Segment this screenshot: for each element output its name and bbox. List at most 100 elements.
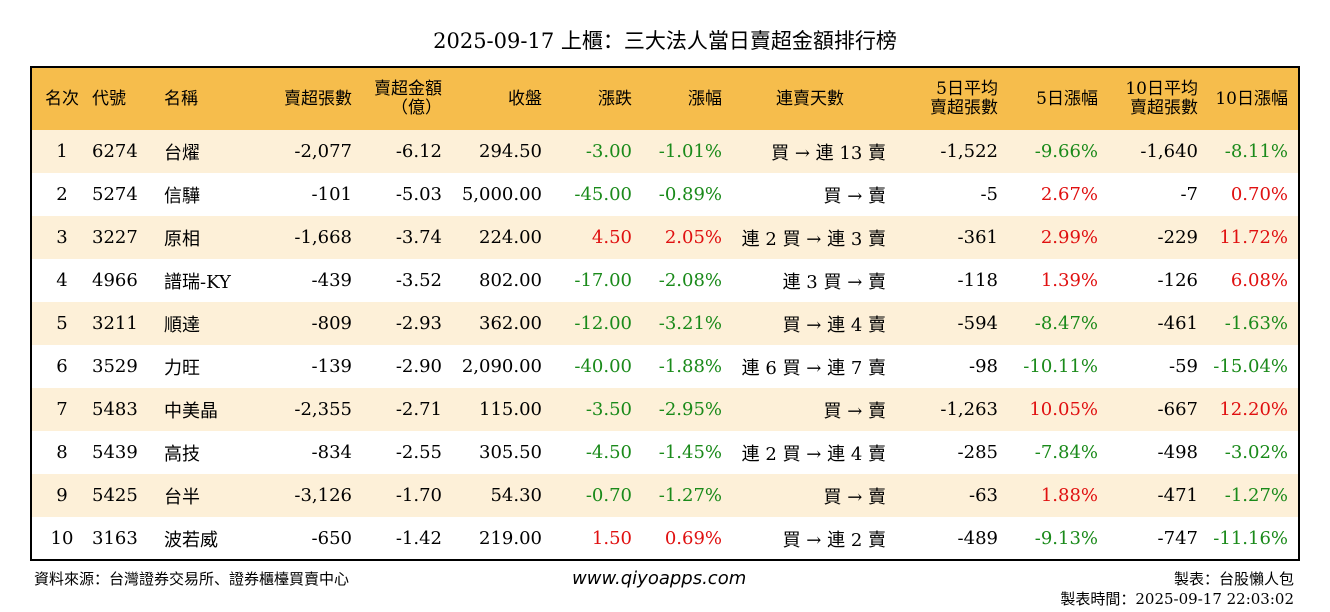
cell-change: 1.50 [542, 517, 632, 559]
cell-pct10: 0.70% [1198, 173, 1298, 216]
cell-streak: 買 → 連 13 賣 [722, 130, 898, 173]
cell-name: 譜瑞-KY [156, 259, 256, 302]
cell-net-sell-lots: -1,668 [256, 216, 352, 259]
cell-code: 5483 [92, 388, 156, 431]
cell-name: 力旺 [156, 345, 256, 388]
cell-avg10: -667 [1098, 388, 1198, 431]
header-rank: 名次 [32, 68, 92, 130]
cell-streak: 買 → 連 4 賣 [722, 302, 898, 345]
table-row: 9 5425 台半 -3,126 -1.70 54.30 -0.70 -1.27% 買 → 賣-… [32, 474, 1298, 517]
cell-pct10: -11.16% [1198, 517, 1298, 559]
cell-avg10: -498 [1098, 431, 1198, 474]
cell-net-sell-lots: -809 [256, 302, 352, 345]
page-title: 2025-09-17 上櫃：三大法人當日賣超金額排行榜 [433, 29, 897, 53]
cell-name: 順達 [156, 302, 256, 345]
cell-streak: 買 → 賣 [722, 388, 898, 431]
cell-name: 信驊 [156, 173, 256, 216]
cell-rank: 5 [32, 302, 92, 345]
cell-net-sell-amount: -2.71 [352, 388, 452, 431]
cell-pct10: 6.08% [1198, 259, 1298, 302]
header-change: 漲跌 [542, 68, 632, 130]
cell-code: 3227 [92, 216, 156, 259]
cell-avg10: -126 [1098, 259, 1198, 302]
cell-code: 5425 [92, 474, 156, 517]
cell-change: -40.00 [542, 345, 632, 388]
cell-rank: 7 [32, 388, 92, 431]
header-net-sell-amount: 賣超金額 （億） [352, 68, 452, 130]
cell-net-sell-lots: -139 [256, 345, 352, 388]
cell-rank: 1 [32, 130, 92, 173]
cell-net-sell-amount: -2.93 [352, 302, 452, 345]
header-streak: 連賣天數 [722, 68, 898, 130]
table-body: 1 6274 台燿 -2,077 -6.12 294.50 -3.00 -1.01% 買 → 連… [32, 130, 1298, 559]
cell-rank: 3 [32, 216, 92, 259]
cell-name: 波若威 [156, 517, 256, 559]
table-row: 6 3529 力旺 -139 -2.90 2,090.00 -40.00 -1.88% 連 6 … [32, 345, 1298, 388]
cell-net-sell-lots: -2,355 [256, 388, 352, 431]
cell-code: 3211 [92, 302, 156, 345]
cell-close: 54.30 [452, 474, 542, 517]
cell-rank: 8 [32, 431, 92, 474]
cell-pct10: -8.11% [1198, 130, 1298, 173]
cell-name: 台燿 [156, 130, 256, 173]
cell-avg5: -5 [898, 173, 998, 216]
cell-avg5: -118 [898, 259, 998, 302]
cell-pct10: 11.72% [1198, 216, 1298, 259]
cell-net-sell-lots: -3,126 [256, 474, 352, 517]
header-close: 收盤 [452, 68, 542, 130]
cell-pct5: -7.84% [998, 431, 1098, 474]
table-row: 1 6274 台燿 -2,077 -6.12 294.50 -3.00 -1.01% 買 → 連… [32, 130, 1298, 173]
cell-net-sell-amount: -5.03 [352, 173, 452, 216]
cell-net-sell-lots: -650 [256, 517, 352, 559]
cell-name: 中美晶 [156, 388, 256, 431]
cell-avg10: -461 [1098, 302, 1198, 345]
cell-pct10: -3.02% [1198, 431, 1298, 474]
cell-pct10: -15.04% [1198, 345, 1298, 388]
header-avg5: 5日平均 賣超張數 [898, 68, 998, 130]
header-net-sell-lots: 賣超張數 [256, 68, 352, 130]
data-source: 資料來源：台灣證券交易所、證券櫃檯買賣中心 [34, 570, 350, 588]
table-row: 7 5483 中美晶 -2,355 -2.71 115.00 -3.50 -2.95% 買 → … [32, 388, 1298, 431]
table-row: 5 3211 順達 -809 -2.93 362.00 -12.00 -3.21% 買 → 連 … [32, 302, 1298, 345]
cell-pct5: -10.11% [998, 345, 1098, 388]
cell-avg5: -489 [898, 517, 998, 559]
cell-net-sell-lots: -2,077 [256, 130, 352, 173]
cell-avg10: -7 [1098, 173, 1198, 216]
cell-avg5: -285 [898, 431, 998, 474]
author-credit: 製表：台股懶人包 [1173, 570, 1294, 588]
cell-close: 5,000.00 [452, 173, 542, 216]
cell-name: 高技 [156, 431, 256, 474]
cell-code: 3163 [92, 517, 156, 559]
cell-net-sell-amount: -6.12 [352, 130, 452, 173]
cell-pct5: 2.99% [998, 216, 1098, 259]
cell-streak: 買 → 賣 [722, 474, 898, 517]
cell-streak: 連 6 買 → 連 7 賣 [722, 345, 898, 388]
cell-change: -3.50 [542, 388, 632, 431]
cell-rank: 2 [32, 173, 92, 216]
cell-streak: 連 2 買 → 連 4 賣 [722, 431, 898, 474]
cell-change-pct: -1.01% [632, 130, 722, 173]
cell-name: 台半 [156, 474, 256, 517]
cell-code: 3529 [92, 345, 156, 388]
table-row: 2 5274 信驊 -101 -5.03 5,000.00 -45.00 -0.89% 買 → … [32, 173, 1298, 216]
cell-change-pct: -1.45% [632, 431, 722, 474]
cell-close: 294.50 [452, 130, 542, 173]
website-link[interactable]: www.qiyoapps.com [572, 568, 747, 589]
cell-net-sell-amount: -2.55 [352, 431, 452, 474]
cell-change-pct: -2.95% [632, 388, 722, 431]
header-name: 名稱 [156, 68, 256, 130]
cell-pct5: 10.05% [998, 388, 1098, 431]
cell-avg10: -1,640 [1098, 130, 1198, 173]
cell-streak: 買 → 賣 [722, 173, 898, 216]
generated-time: 製表時間：2025-09-17 22:03:02 [1060, 590, 1294, 608]
header-net-sell-amount-line1: 賣超金額 [374, 79, 442, 99]
cell-streak: 連 3 買 → 賣 [722, 259, 898, 302]
cell-change-pct: -1.88% [632, 345, 722, 388]
cell-change-pct: -1.27% [632, 474, 722, 517]
cell-net-sell-lots: -439 [256, 259, 352, 302]
cell-pct5: 1.39% [998, 259, 1098, 302]
cell-change-pct: -3.21% [632, 302, 722, 345]
cell-close: 2,090.00 [452, 345, 542, 388]
cell-change: -45.00 [542, 173, 632, 216]
cell-net-sell-amount: -2.90 [352, 345, 452, 388]
